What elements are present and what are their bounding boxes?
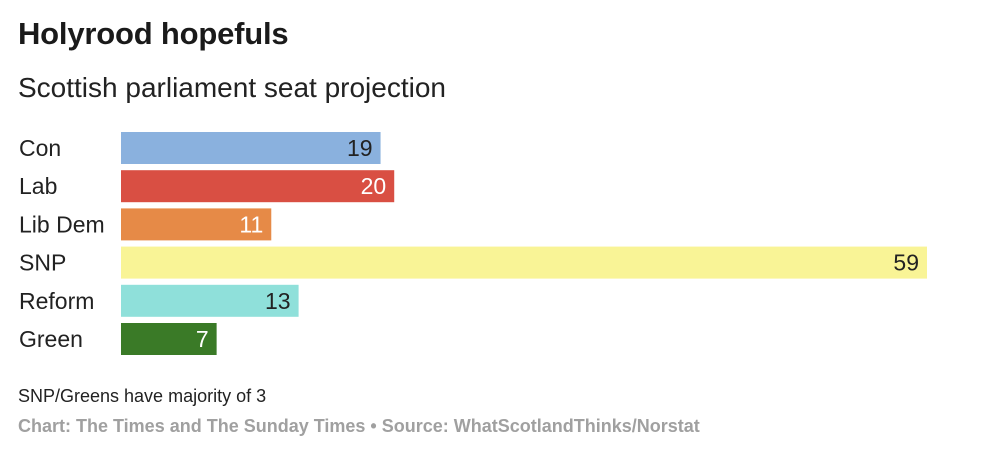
bar-snp [121, 246, 927, 279]
category-label-con: Con [19, 135, 61, 161]
value-label-lib-dem: 11 [239, 211, 263, 237]
chart-subtitle: Scottish parliament seat projection [18, 72, 446, 103]
bar-lab [121, 170, 395, 203]
category-label-snp: SNP [19, 250, 66, 276]
value-label-lab: 20 [361, 173, 387, 199]
value-label-green: 7 [196, 326, 209, 352]
category-label-reform: Reform [19, 288, 94, 314]
chart-title: Holyrood hopefuls [18, 16, 289, 51]
seat-projection-bar-chart: Con 19 Lab 20 Lib Dem 11 SNP 59 Reform 13 Green 7 [19, 132, 927, 355]
category-label-lib-dem: Lib Dem [19, 211, 105, 237]
bar-green [121, 323, 217, 355]
value-label-con: 19 [347, 135, 373, 161]
category-label-lab: Lab [19, 173, 57, 199]
bar-lib-dem [121, 208, 272, 241]
bar-reform [121, 284, 299, 317]
category-label-green: Green [19, 326, 83, 352]
value-label-snp: 59 [893, 250, 919, 276]
chart-source: Chart: The Times and The Sunday Times • … [18, 416, 700, 436]
value-label-reform: 13 [265, 288, 291, 314]
bar-con [121, 132, 381, 164]
majority-note: SNP/Greens have majority of 3 [18, 386, 267, 406]
